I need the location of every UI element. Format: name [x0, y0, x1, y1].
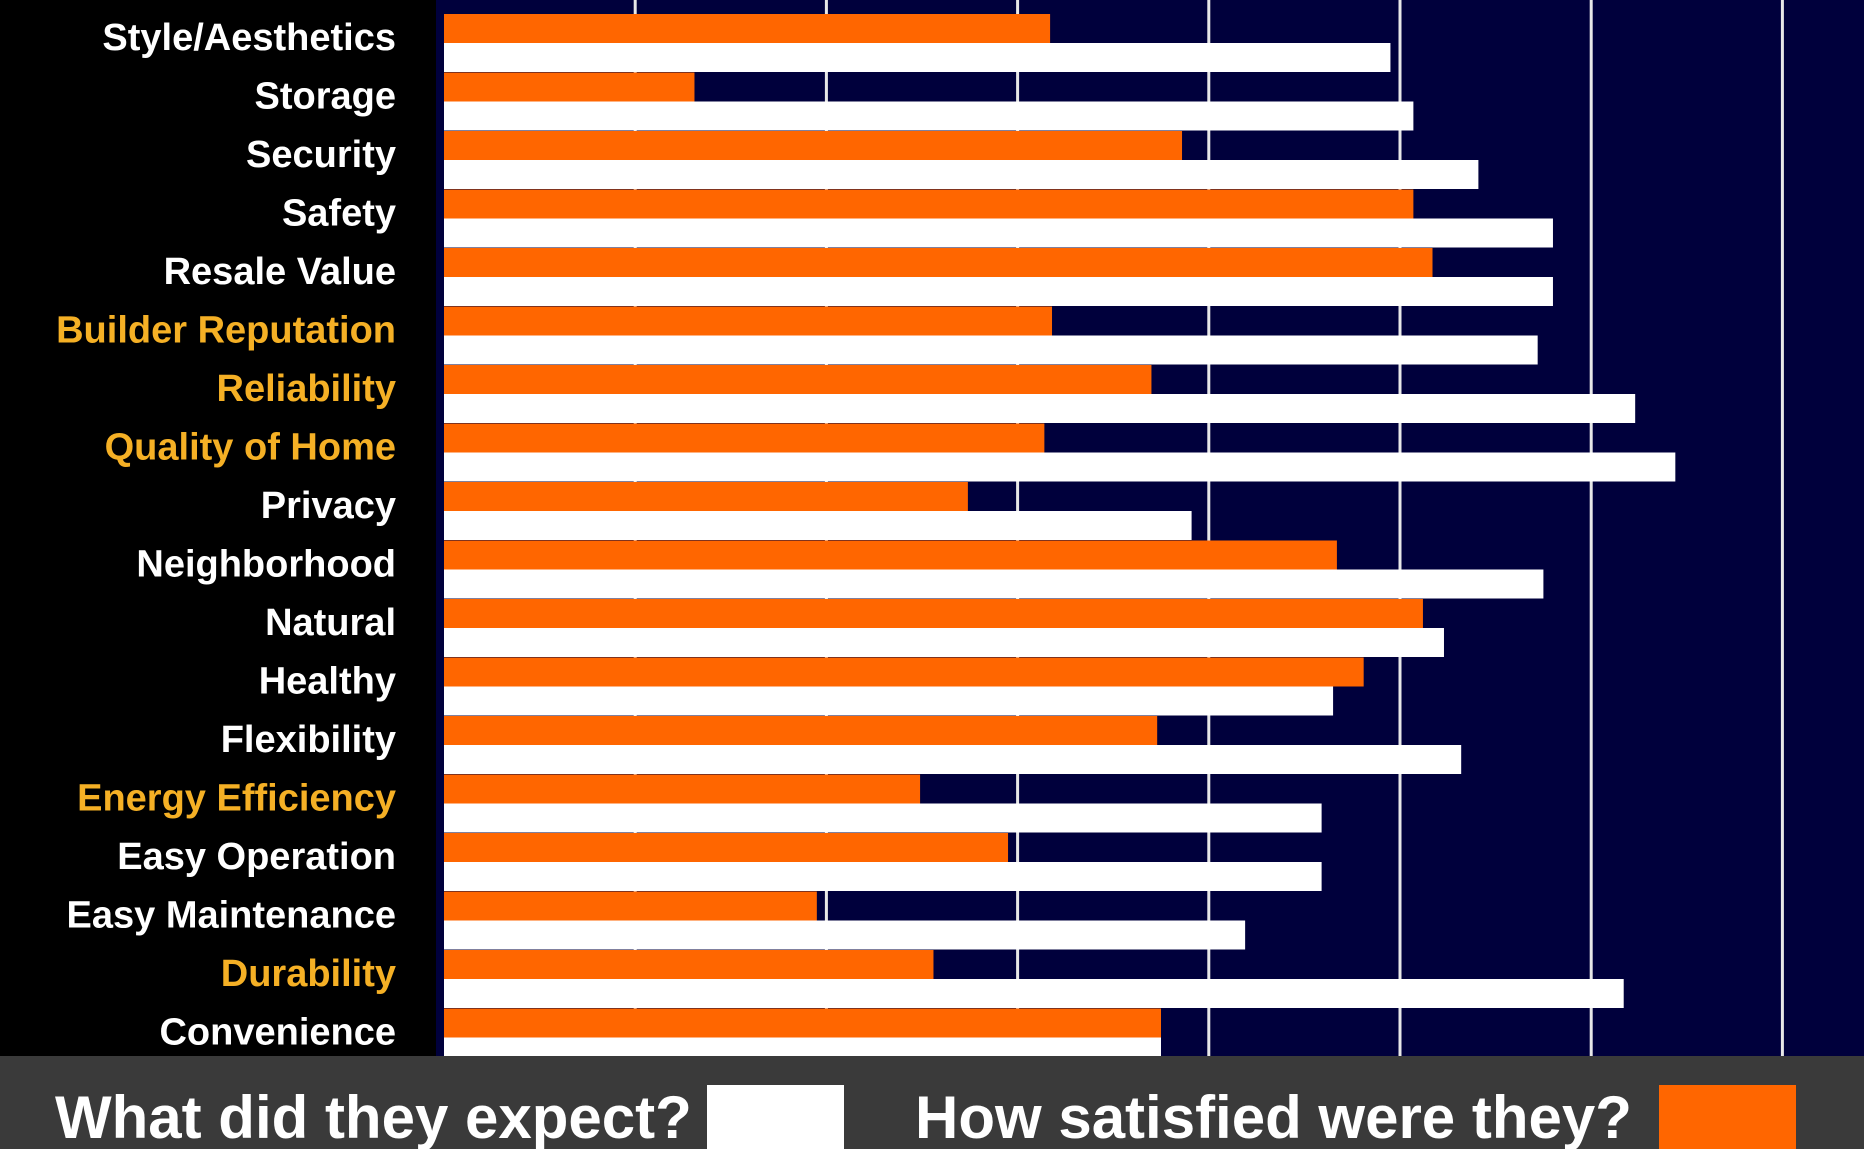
bar-expected	[444, 862, 1322, 891]
category-labels: Style/Aesthetics Storage Security Safety Res…	[56, 17, 396, 1054]
bars	[444, 14, 1676, 1067]
bar-expected	[444, 920, 1246, 950]
bar-satisfied	[444, 657, 1364, 687]
bar-satisfied	[444, 1008, 1161, 1038]
bar-expected	[444, 511, 1192, 540]
bar-expected	[444, 452, 1676, 482]
category-label: Resale Value	[164, 251, 396, 293]
bar-satisfied	[444, 306, 1053, 336]
bar-satisfied	[444, 14, 1051, 43]
bar-satisfied	[444, 482, 968, 511]
bar-satisfied	[444, 189, 1414, 219]
category-label: Storage	[255, 76, 396, 118]
category-label: Natural	[265, 602, 396, 644]
bar-satisfied	[444, 950, 934, 979]
category-label: Reliability	[217, 368, 397, 410]
category-label: Energy Efficiency	[77, 778, 396, 820]
category-label: Flexibility	[221, 719, 396, 761]
bar-satisfied	[444, 774, 921, 804]
category-label: Style/Aesthetics	[102, 17, 396, 59]
bar-expected	[444, 686, 1334, 716]
category-label: Easy Operation	[117, 836, 396, 878]
category-label: Privacy	[261, 485, 396, 527]
bar-expected	[444, 43, 1391, 72]
bar-expected	[444, 218, 1553, 248]
bar-expected	[444, 394, 1636, 423]
category-label: Builder Reputation	[56, 310, 396, 352]
bar-expected	[444, 979, 1624, 1008]
bar-expected	[444, 335, 1538, 365]
bar-satisfied	[444, 599, 1423, 628]
bar-satisfied	[444, 423, 1045, 453]
bar-expected	[444, 160, 1479, 189]
bar-expected	[444, 628, 1444, 657]
category-label: Safety	[282, 193, 396, 235]
category-label: Durability	[221, 953, 396, 995]
bar-satisfied	[444, 248, 1433, 277]
legend-satisfied-swatch	[1659, 1085, 1796, 1149]
legend: What did they expect? How satisfied were…	[55, 1084, 1796, 1149]
legend-expected-label: What did they expect?	[55, 1084, 692, 1149]
bar-satisfied	[444, 891, 817, 921]
bar-satisfied	[444, 365, 1152, 394]
category-label: Easy Maintenance	[67, 895, 396, 937]
bar-expected	[444, 803, 1322, 833]
bar-satisfied	[444, 540, 1337, 570]
bar-satisfied	[444, 833, 1009, 862]
bar-expected	[444, 569, 1544, 599]
bar-satisfied	[444, 72, 695, 102]
bar-expected	[444, 101, 1414, 131]
bar-satisfied	[444, 716, 1158, 745]
category-label: Security	[246, 134, 396, 176]
bar-expected	[444, 745, 1462, 774]
legend-satisfied-label: How satisfied were they?	[915, 1084, 1632, 1149]
bar-expected	[444, 277, 1553, 306]
legend-band	[0, 1056, 1864, 1149]
bar-satisfied	[444, 131, 1183, 160]
category-label: Healthy	[259, 661, 396, 703]
category-label: Convenience	[159, 1012, 396, 1054]
category-label: Quality of Home	[105, 427, 396, 469]
legend-expected-swatch	[707, 1085, 844, 1149]
category-label: Neighborhood	[136, 544, 396, 586]
